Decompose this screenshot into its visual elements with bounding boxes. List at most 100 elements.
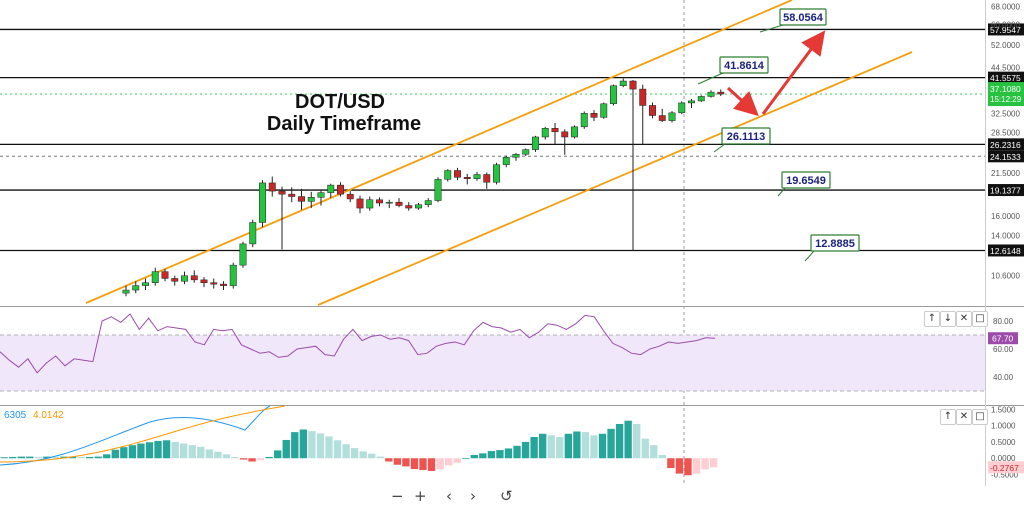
price-level-label-bg [988, 138, 1024, 151]
price-tick-label: 16.0000 [991, 212, 1020, 221]
macd-histogram-bar [581, 432, 590, 459]
candle-body [688, 100, 695, 104]
macd-histogram-bar [376, 456, 384, 459]
callout-label: 41.8614 [724, 60, 765, 72]
candle-body [717, 91, 725, 95]
macd-move-up-button[interactable]: ↑ [940, 409, 956, 425]
macd-value-label: -0.2767 [990, 463, 1019, 473]
candle-body [356, 198, 364, 209]
macd-histogram-bar [692, 458, 701, 474]
macd-tick-label: 1.5000 [991, 405, 1016, 414]
macd-tick-label: 0.0000 [991, 454, 1016, 463]
down-arrow [726, 86, 759, 117]
candle-body [161, 271, 169, 279]
callout-box [719, 56, 769, 74]
candle-body [366, 199, 374, 209]
up-arrow [761, 30, 826, 115]
macd-histogram-bar [479, 453, 487, 459]
macd-histogram-bar [444, 458, 453, 466]
candle-body [483, 174, 491, 183]
candle-body [512, 153, 520, 158]
zoom-in-button[interactable]: + [414, 487, 427, 505]
candle-body [190, 275, 198, 281]
price-tick-label: 14.0000 [991, 231, 1020, 240]
rsi-close-button[interactable]: ✕ [956, 311, 972, 327]
rsi-maximize-button[interactable]: □ [972, 311, 988, 327]
macd-histogram-bar [291, 432, 299, 459]
macd-histogram-bar [94, 456, 102, 459]
callout-label: 58.0564 [783, 12, 824, 24]
macd-histogram-bar [436, 458, 444, 470]
scroll-right-button[interactable]: › [470, 487, 476, 505]
candle-body [346, 193, 354, 200]
macd-histogram-bar [504, 448, 513, 459]
macd-histogram-bar [709, 458, 718, 468]
macd-histogram-bar [496, 450, 504, 459]
price-tick-label: 10.6000 [991, 272, 1020, 281]
macd-legend: 6305 4.0142 [4, 410, 64, 421]
macd-histogram-bar [658, 454, 667, 459]
macd-histogram-bar [633, 423, 641, 459]
candle-body [551, 128, 559, 133]
rsi-move-down-button[interactable]: ↓ [940, 311, 956, 327]
candle-body [239, 243, 247, 266]
countdown-timer: 15:12:29 [990, 95, 1022, 104]
macd-histogram-bar [470, 454, 478, 459]
candle-body [424, 200, 432, 205]
chart-subtitle: Daily Timeframe [267, 113, 421, 135]
macd-histogram-bar [573, 431, 581, 459]
price-level-label-bg [988, 244, 1024, 257]
callout-pointer [759, 24, 784, 33]
macd-histogram-bar [521, 441, 530, 459]
macd-histogram-bar [333, 440, 342, 459]
candle-body [629, 80, 637, 90]
rsi-tick-label: 80.00 [993, 317, 1014, 326]
macd-histogram-bar [214, 451, 222, 459]
candle-body [278, 190, 286, 195]
macd-histogram-bar [342, 444, 350, 459]
price-tick-label: 60.0000 [991, 20, 1020, 29]
rsi-line [0, 313, 716, 374]
callout-box [721, 127, 771, 145]
chart-title: DOT/USD [295, 91, 385, 113]
macd-histogram-bar [0, 457, 8, 459]
reset-chart-button[interactable]: ↺ [500, 487, 513, 505]
macd-histogram-bar [120, 447, 128, 459]
signal-line [0, 405, 286, 463]
macd-histogram-bar [667, 458, 675, 469]
macd-histogram-bar [197, 446, 205, 459]
candle-body [590, 113, 598, 118]
macd-histogram-bar [103, 454, 111, 459]
macd-histogram-bar [368, 453, 376, 459]
macd-histogram-bar [701, 458, 709, 470]
candle-body [337, 184, 344, 195]
lower-channel-line [317, 51, 913, 306]
current-price-tag [988, 82, 1024, 107]
scroll-left-button[interactable]: ‹ [446, 487, 452, 505]
callout-pointer [713, 143, 726, 153]
candle-body [502, 156, 510, 165]
macd-histogram-bar [231, 456, 239, 459]
candle-body [268, 182, 276, 192]
rsi-move-up-button[interactable]: ↑ [924, 311, 940, 327]
macd-histogram-bar [9, 456, 17, 459]
price-level-label-bg [988, 150, 1024, 163]
macd-histogram-bar [299, 429, 308, 459]
zoom-out-button[interactable]: − [391, 487, 404, 505]
macd-value-tag [988, 461, 1024, 474]
macd-histogram-bar [239, 458, 248, 460]
macd-close-button[interactable]: ✕ [956, 409, 972, 425]
callout-label: 12.8885 [815, 238, 855, 250]
candle-body [707, 91, 715, 97]
macd-maximize-button[interactable]: □ [972, 409, 988, 425]
candle-body [493, 164, 500, 183]
macd-histogram-bar [43, 456, 51, 459]
macd-histogram-bar [205, 449, 213, 459]
macd-histogram-bar [316, 433, 325, 459]
macd-histogram-bar [675, 458, 684, 474]
macd-legend-value: 6305 [4, 410, 27, 421]
macd-histogram-bar [17, 456, 25, 459]
candle-body [532, 136, 539, 150]
macd-histogram-bar [513, 445, 521, 459]
macd-histogram-bar [256, 458, 265, 461]
